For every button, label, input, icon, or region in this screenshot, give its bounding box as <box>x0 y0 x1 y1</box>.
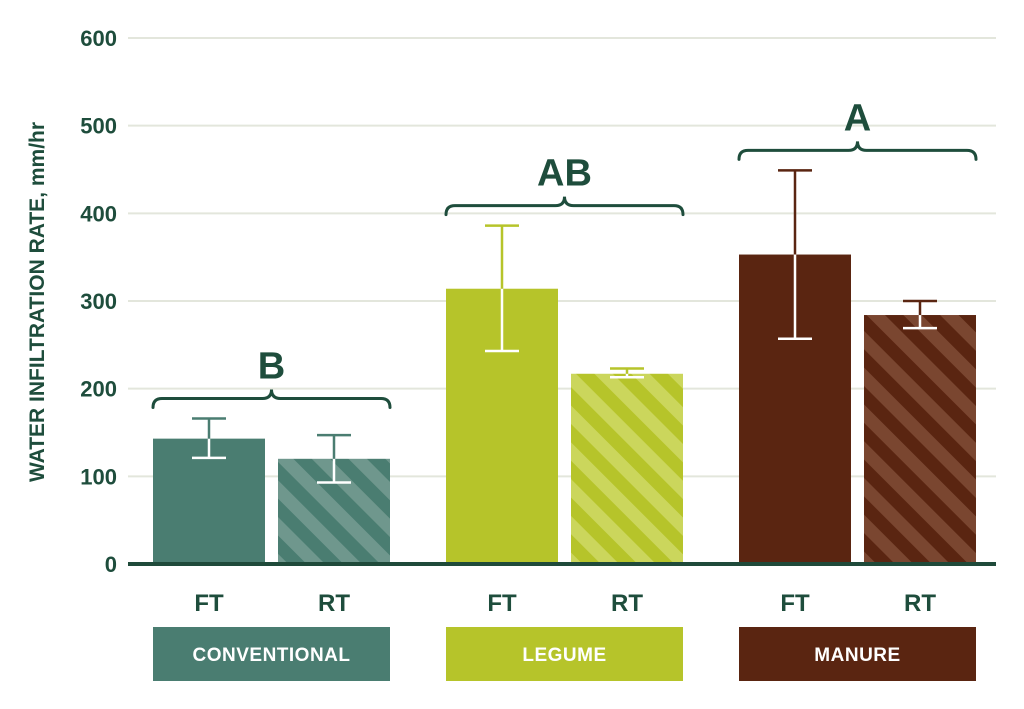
group-label-box-conventional <box>153 627 390 681</box>
group-label-manure: MANURE <box>814 645 900 666</box>
x-axis-labels: FT RT FT RT FT RT <box>194 590 936 617</box>
y-tick-label: 300 <box>80 289 117 314</box>
x-tick-label: FT <box>194 590 224 617</box>
group-label-box-manure <box>739 627 976 681</box>
significance-annotations: B AB A <box>151 97 978 409</box>
error-bars <box>192 169 937 484</box>
y-tick-label: 200 <box>80 377 117 402</box>
bar-conventional-ft <box>153 438 265 564</box>
y-tick-label: 100 <box>80 464 117 489</box>
bar-manure-rt <box>864 315 976 564</box>
grid-lines <box>128 37 996 478</box>
significance-letter: A <box>844 97 871 139</box>
y-axis-title: WATER INFILTRATION RATE, mm/hr <box>26 122 49 482</box>
bars <box>153 254 976 564</box>
error-bar-conventional-ft <box>192 417 226 460</box>
group-labels: CONVENTIONAL LEGUME MANURE <box>153 627 976 681</box>
significance-brace <box>151 389 392 409</box>
significance-letter: AB <box>537 153 592 195</box>
significance-letter: B <box>258 345 285 387</box>
x-tick-label: RT <box>904 590 936 617</box>
y-tick-label: 400 <box>80 201 117 226</box>
significance-brace <box>737 141 978 161</box>
y-tick-label: 600 <box>80 26 117 51</box>
error-bar-legume-ft <box>485 224 519 353</box>
error-bar-legume-rt <box>610 367 644 379</box>
bar-legume-rt <box>571 373 683 564</box>
x-tick-label: FT <box>487 590 517 617</box>
error-bar-manure-rt <box>903 299 937 330</box>
significance-brace <box>444 196 685 217</box>
group-label-legume: LEGUME <box>522 645 606 666</box>
x-tick-label: RT <box>318 590 350 617</box>
group-label-box-legume <box>446 627 683 681</box>
x-tick-label: RT <box>611 590 643 617</box>
y-tick-label: 500 <box>80 114 117 139</box>
error-bar-conventional-rt <box>317 433 351 484</box>
y-tick-label: 0 <box>105 552 117 577</box>
error-bar-manure-ft <box>778 169 812 340</box>
y-axis-ticks: 0 100 200 300 400 500 600 <box>80 26 117 577</box>
x-tick-label: FT <box>780 590 810 617</box>
group-label-conventional: CONVENTIONAL <box>193 645 351 666</box>
